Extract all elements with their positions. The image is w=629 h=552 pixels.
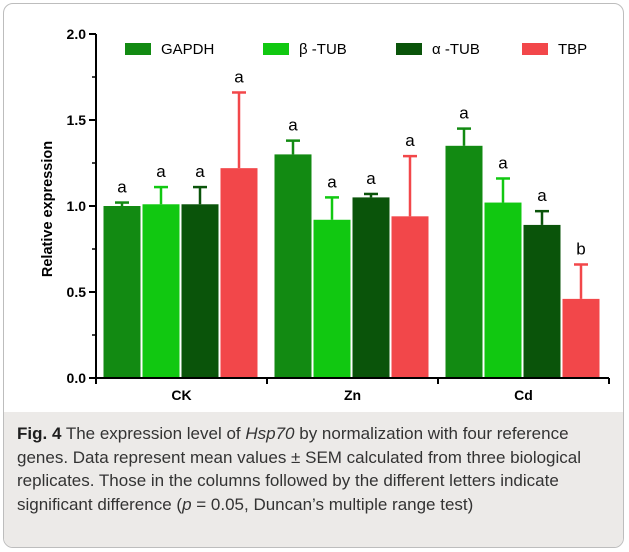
legend-swatch: [396, 43, 422, 55]
caption-gene-name: Hsp70: [245, 424, 295, 443]
bar-cd-series-0: [445, 145, 483, 378]
x-tick-label: CK: [171, 387, 191, 403]
bar-zn-series-1: [313, 219, 351, 378]
legend-swatch: [263, 43, 289, 55]
caption-label: Fig. 4: [17, 424, 62, 443]
legend-label: α -TUB: [432, 41, 480, 58]
legend: GAPDH β -TUB α -TUB TBP: [125, 41, 587, 58]
bar-ck-series-2: [181, 204, 219, 378]
bar-ck-series-0: [103, 206, 141, 378]
significance-letter: a: [405, 131, 415, 150]
significance-letter: a: [117, 178, 127, 197]
bar-zn-series-2: [352, 197, 390, 378]
figure-caption: Fig. 4 The expression level of Hsp70 by …: [4, 412, 623, 547]
caption-text-2: by normalization with four reference gen…: [17, 424, 582, 514]
significance-letter: a: [459, 104, 469, 123]
bars-layer: a a a a a a a a a a a b: [103, 67, 600, 378]
bar-cd-series-1: [484, 202, 522, 378]
y-axis-label: Relative expression: [40, 141, 56, 277]
bar-chart: GAPDH β -TUB α -TUB TBP a a a a a a a a a a a b CK Zn Cd…: [40, 26, 610, 403]
bar-ck-series-3: [220, 168, 258, 378]
significance-letter: a: [366, 169, 376, 188]
significance-letter: a: [537, 186, 547, 205]
significance-letter: a: [234, 67, 244, 86]
bar-cd-series-2: [523, 224, 561, 378]
y-tick-label: 0.0: [67, 370, 87, 386]
bar-zn-series-3: [391, 216, 429, 378]
y-tick-label: 1.0: [67, 198, 87, 214]
y-tick-label: 2.0: [67, 26, 87, 42]
legend-label: β -TUB: [299, 41, 347, 58]
axes-layer: CK Zn Cd 0.0 0.5 1.0 1.5 2.0: [67, 26, 610, 403]
legend-label: GAPDH: [161, 41, 214, 58]
bar-zn-series-0: [274, 154, 312, 378]
bar-cd-series-3: [562, 298, 600, 378]
significance-letter: a: [156, 162, 166, 181]
chart-area: GAPDH β -TUB α -TUB TBP a a a a a a a a a a a b CK Zn Cd…: [3, 3, 624, 413]
bar-ck-series-1: [142, 204, 180, 378]
x-tick-label: Zn: [344, 387, 361, 403]
significance-letter: b: [576, 239, 585, 258]
significance-letter: a: [195, 162, 205, 181]
significance-letter: a: [288, 116, 298, 135]
legend-label: TBP: [558, 41, 587, 58]
caption-text-1: The expression level of: [61, 424, 246, 443]
significance-letter: a: [327, 172, 337, 191]
y-tick-label: 1.5: [67, 112, 87, 128]
legend-swatch: [125, 43, 151, 55]
significance-letter: a: [498, 153, 508, 172]
caption-p-symbol: p: [182, 494, 192, 514]
caption-text-3: = 0.05, Duncan’s multiple range test): [191, 494, 474, 514]
legend-swatch: [522, 43, 548, 55]
y-tick-label: 0.5: [67, 284, 87, 300]
x-tick-label: Cd: [514, 387, 533, 403]
